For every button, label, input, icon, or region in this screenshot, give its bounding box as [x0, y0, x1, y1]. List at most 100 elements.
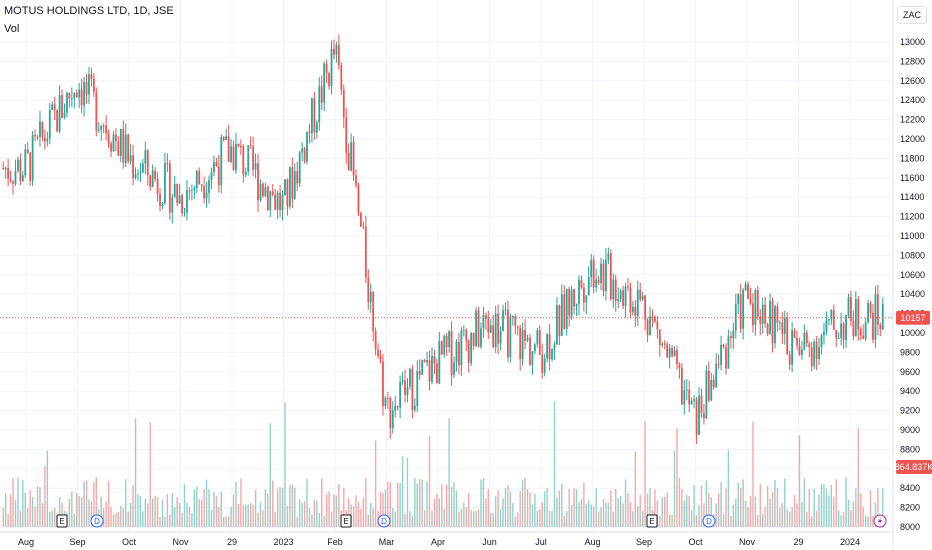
- volume-bar: [286, 505, 289, 527]
- candle-body: [418, 370, 421, 375]
- volume-bar: [622, 503, 624, 527]
- volume-bar: [151, 498, 154, 527]
- volume-bar: [279, 486, 281, 527]
- volume-bar: [686, 495, 688, 527]
- candle-body: [112, 134, 115, 152]
- candle-body: [161, 203, 164, 207]
- volume-bar: [566, 511, 568, 527]
- candle-body: [509, 316, 512, 358]
- volume-bar: [448, 418, 450, 527]
- volume-bar: [144, 499, 147, 527]
- candle-body: [333, 48, 335, 55]
- volume-bar: [610, 490, 612, 527]
- candle-body: [19, 159, 22, 182]
- y-tick-label: 12400: [900, 95, 925, 105]
- volume-bar: [14, 500, 17, 527]
- candle-body: [117, 140, 120, 156]
- candle-body: [830, 309, 833, 320]
- volume-bar: [615, 488, 617, 527]
- candle-body: [102, 125, 105, 127]
- volume-bar: [343, 487, 345, 527]
- volume-bar: [524, 477, 526, 527]
- earnings-marker-label: E: [59, 517, 64, 526]
- earnings-marker[interactable]: [646, 514, 658, 528]
- volume-bar: [9, 494, 12, 527]
- y-tick-label: 12600: [900, 76, 925, 86]
- candle-body: [845, 315, 847, 341]
- volume-bar: [328, 491, 330, 527]
- volume-bar: [490, 512, 492, 527]
- candle-body: [639, 289, 642, 300]
- candle-body: [759, 316, 762, 324]
- volume-bar: [445, 484, 448, 527]
- volume-bar: [387, 481, 389, 527]
- candle-body: [644, 295, 647, 320]
- volume-bar: [230, 506, 232, 527]
- volume-bar: [78, 495, 80, 527]
- dividend-marker[interactable]: [90, 514, 104, 528]
- earnings-marker[interactable]: [56, 514, 68, 528]
- candle-body: [460, 330, 463, 366]
- x-tick-label: Sep: [636, 537, 652, 547]
- volume-bar: [860, 492, 862, 527]
- volume-bar: [791, 507, 793, 527]
- volume-bar: [678, 478, 681, 527]
- volume-bar: [531, 504, 534, 527]
- volume-bar: [127, 511, 129, 527]
- volume-bar: [242, 505, 245, 527]
- dividend-marker-label: D: [94, 517, 100, 526]
- candle-body: [752, 303, 754, 326]
- volume-bar: [573, 488, 575, 527]
- candle-body: [421, 360, 424, 375]
- volume-bar: [294, 487, 296, 527]
- dividend-marker-label: D: [381, 517, 387, 526]
- candle-body: [852, 320, 855, 337]
- candle-body: [818, 347, 820, 360]
- x-tick-label: Aug: [584, 537, 600, 547]
- volume-bar: [441, 484, 443, 527]
- candle-body: [352, 142, 355, 176]
- volume-bar: [186, 502, 188, 527]
- volume-bar: [367, 514, 369, 527]
- volume-bar: [245, 504, 247, 527]
- candle-body: [193, 188, 196, 190]
- volume-bar: [2, 507, 4, 527]
- candle-body: [26, 149, 29, 153]
- volume-bar: [872, 516, 874, 527]
- y-tick-label: 12000: [900, 134, 925, 144]
- earnings-marker[interactable]: [340, 514, 352, 528]
- candle-body: [190, 189, 193, 191]
- candle-body: [631, 306, 634, 313]
- candle-body: [497, 313, 500, 344]
- volume-bar: [19, 510, 22, 527]
- volume-bar: [125, 479, 127, 527]
- candle-body: [149, 175, 152, 187]
- volume-bar: [512, 502, 514, 527]
- volume-bar: [132, 485, 134, 527]
- candle-body: [186, 190, 188, 213]
- candle-body: [465, 329, 468, 341]
- candle-body: [249, 145, 252, 147]
- candle-body: [259, 183, 262, 201]
- currency-button[interactable]: ZAC: [897, 6, 927, 24]
- candle-body: [455, 341, 458, 363]
- volume-bar: [656, 500, 659, 527]
- candle-body: [438, 341, 441, 384]
- x-tick-label: 2024: [840, 537, 860, 547]
- dividend-marker[interactable]: [377, 514, 391, 528]
- candle-body: [511, 316, 514, 318]
- candle-body: [313, 98, 316, 133]
- volume-bar: [617, 498, 619, 527]
- volume-bar: [318, 513, 320, 527]
- candle-body: [360, 213, 362, 227]
- dividend-marker[interactable]: [702, 514, 716, 528]
- candle-body: [213, 162, 215, 173]
- candle-body: [673, 349, 676, 357]
- candle-body: [85, 82, 88, 95]
- volume-bar: [857, 428, 859, 527]
- volume-bar: [619, 496, 622, 527]
- candle-body: [247, 145, 250, 172]
- volume-bar: [7, 513, 9, 527]
- volume-bar: [499, 509, 502, 527]
